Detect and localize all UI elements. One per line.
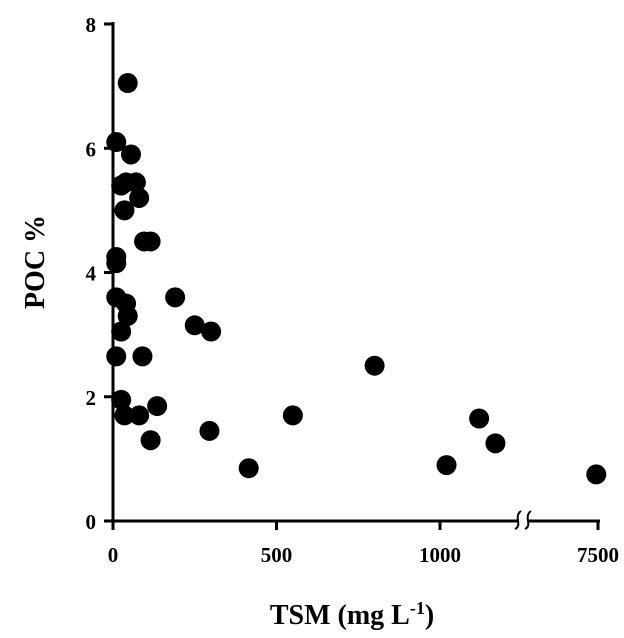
y-axis-ticks: 0 2 4 6 8 [86, 13, 113, 534]
data-point [129, 187, 150, 208]
y-axis-title: POC % [20, 215, 51, 309]
data-point [106, 346, 127, 367]
y-tick-label: 4 [86, 262, 97, 286]
data-point [120, 144, 141, 165]
data-point [485, 433, 506, 454]
data-point [469, 408, 490, 429]
y-tick-label: 6 [86, 137, 97, 161]
x-axis-title-close: ) [425, 600, 434, 631]
data-point [436, 455, 457, 476]
data-point [364, 355, 385, 376]
x-axis-ticks: 0 500 1000 7500 [108, 521, 619, 567]
y-tick-label: 8 [86, 13, 97, 37]
data-point [111, 389, 132, 410]
x-axis-title-superscript: -1 [410, 598, 425, 618]
x-axis-title-main: TSM (mg L [270, 600, 410, 631]
y-tick-label: 0 [86, 510, 97, 534]
data-point [184, 315, 205, 336]
data-point [125, 172, 146, 193]
data-point [117, 305, 138, 326]
data-points [106, 73, 607, 485]
data-point [117, 73, 138, 94]
data-point [114, 405, 135, 426]
data-point [106, 132, 127, 153]
y-tick-label: 2 [86, 386, 97, 410]
data-point [140, 430, 161, 451]
data-point [111, 321, 132, 342]
x-tick-label: 500 [261, 543, 293, 567]
data-point [282, 405, 303, 426]
data-point [201, 321, 222, 342]
axis-break-mark [514, 510, 532, 530]
x-tick-label: 1000 [419, 543, 461, 567]
data-point [129, 405, 150, 426]
data-point [140, 231, 161, 252]
data-point [114, 200, 135, 221]
data-point [238, 458, 259, 479]
x-axis-title: TSM (mg L-1) [270, 598, 434, 631]
data-point [147, 396, 168, 417]
data-point [199, 420, 220, 441]
x-tick-label: 0 [108, 543, 119, 567]
x-tick-label: 7500 [577, 543, 619, 567]
data-point [132, 346, 153, 367]
data-point [106, 253, 127, 274]
data-point [586, 464, 607, 485]
data-point [165, 287, 186, 308]
